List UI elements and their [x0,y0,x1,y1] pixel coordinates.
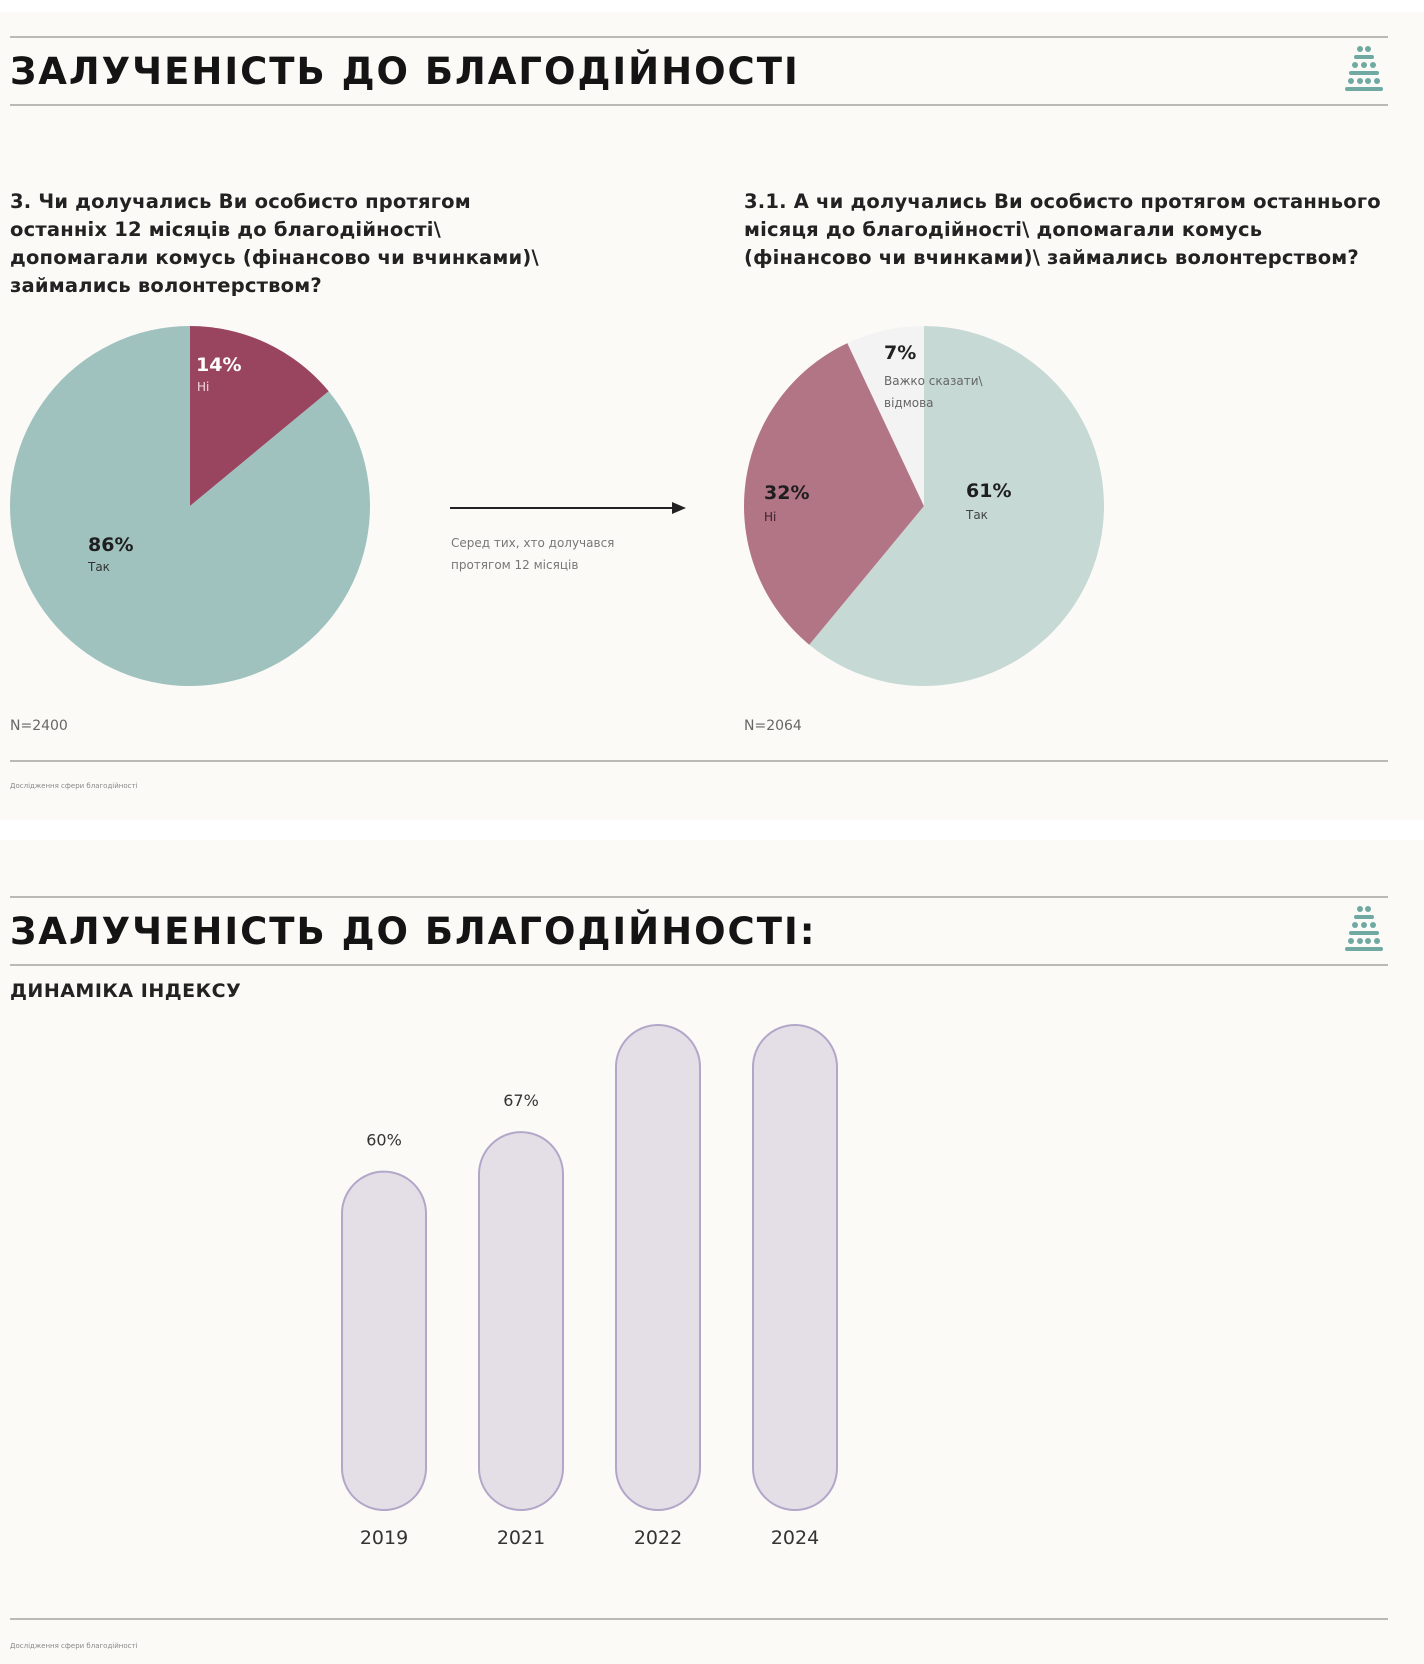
bar-category-label: 2021 [497,1527,545,1549]
pie-slice-2 [9,326,370,686]
bar-category-label: 2019 [360,1527,408,1549]
pie1-label-yes-pct: 86% [88,534,134,556]
pie2-label-hard: Важко сказати\ відмова [884,374,983,410]
slide-title: ЗАЛУЧЕНІСТЬ ДО БЛАГОДІЙНОСТІ [10,50,800,93]
pie1-label-no-pct: 14% [196,354,242,376]
stacked-people-icon [1345,906,1383,951]
pie1-label-yes: Так [88,560,110,574]
footer-note: Дослідження сфери благодійності [10,1642,138,1650]
footer-note: Дослідження сфери благодійності [10,782,138,790]
bar-category-label: 2024 [771,1527,819,1549]
footer-rule [10,1618,1388,1620]
pie1-label-no: Ні [197,380,210,394]
stacked-people-icon [1345,46,1383,91]
pie2-label-yes: Так [966,508,988,522]
pie-slice-3 [847,326,924,506]
slide-subtitle: ДИНАМІКА ІНДЕКСУ [10,980,242,1002]
pie2-label-no-pct: 32% [764,482,810,504]
header-top-rule [10,896,1388,898]
slide-title: ЗАЛУЧЕНІСТЬ ДО БЛАГОДІЙНОСТІ: [10,910,817,953]
pie2-label-yes-pct: 61% [966,480,1012,502]
pie-slice-2 [743,343,924,645]
sample-size-left: N=2400 [10,718,68,734]
sample-size-right: N=2064 [744,718,802,734]
pie-chart-12-months [9,326,370,686]
bar-value-label: 67% [503,1091,539,1110]
header-bottom-rule [10,104,1388,106]
header-bottom-rule [10,964,1388,966]
question-right: 3.1. А чи долучались Ви особисто протяго… [744,190,1381,269]
pie2-label-hard-pct: 7% [884,342,917,364]
footer-rule [10,760,1388,762]
slide-index-dynamics: ЗАЛУЧЕНІСТЬ ДО БЛАГОДІЙНОСТІ: ДИНАМІКА І… [0,840,1424,1664]
bar-2021 [478,1131,564,1512]
pie-slice-1 [809,326,1104,686]
pie2-label-no: Ні [764,510,777,524]
slide-charity-engagement: ЗАЛУЧЕНІСТЬ ДО БЛАГОДІЙНОСТІ 3. Чи долуч… [0,12,1424,820]
question-left: 3. Чи долучались Ви особисто протягом ос… [10,190,539,297]
bar-category-label: 2022 [634,1527,682,1549]
pie-slice-1 [190,326,329,506]
bar-2019 [341,1170,427,1512]
arrow-note: Серед тих, хто долучався протягом 12 міс… [451,536,615,572]
bar-2024 [752,1024,838,1511]
arrow-right-icon [450,502,686,514]
bar-2022 [615,1024,701,1511]
bar-value-label: 60% [366,1131,402,1150]
pie-chart-last-month [743,326,1104,686]
header-top-rule [10,36,1388,38]
